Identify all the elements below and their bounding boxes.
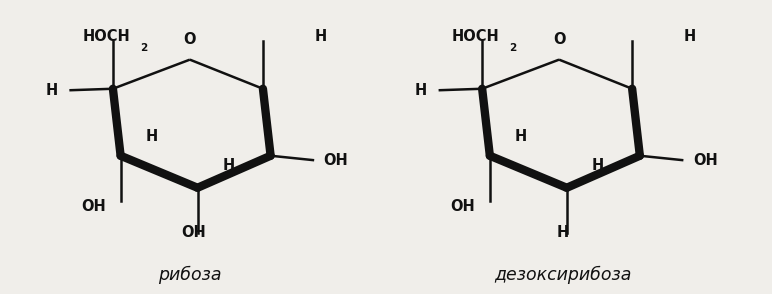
Text: HOCH: HOCH [82,29,130,44]
Text: H: H [514,129,527,144]
Text: H: H [46,83,57,98]
Text: OH: OH [181,225,206,240]
Text: рибоза: рибоза [158,266,222,284]
Text: 2: 2 [509,43,516,53]
Text: HOCH: HOCH [452,29,499,44]
Text: OH: OH [451,199,476,214]
Text: OH: OH [692,153,718,168]
Text: OH: OH [81,199,106,214]
Text: H: H [415,83,427,98]
Text: H: H [145,129,157,144]
Text: O: O [553,32,565,47]
Text: H: H [222,158,235,173]
Text: H: H [557,225,569,240]
Text: OH: OH [323,153,348,168]
Text: дезоксирибоза: дезоксирибоза [494,266,631,284]
Text: O: O [184,32,196,47]
Text: H: H [314,29,327,44]
Text: H: H [684,29,696,44]
Text: H: H [591,158,604,173]
Text: 2: 2 [140,43,147,53]
